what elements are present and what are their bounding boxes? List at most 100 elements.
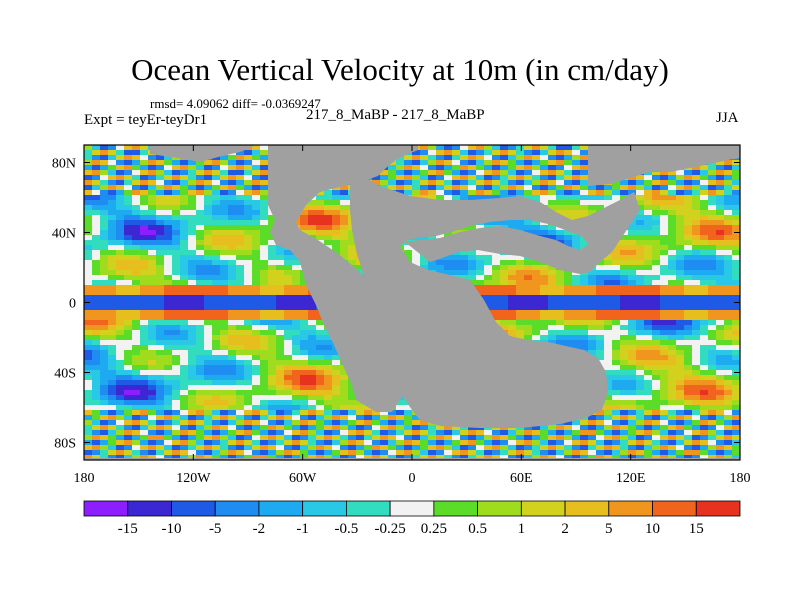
field-cell	[428, 185, 436, 190]
field-cell	[684, 295, 692, 300]
field-cell	[580, 180, 588, 185]
field-cell	[628, 360, 636, 365]
field-cell	[228, 330, 236, 335]
field-cell	[724, 435, 732, 440]
field-cell	[500, 280, 508, 285]
field-cell	[644, 280, 652, 285]
field-cell	[636, 225, 644, 230]
field-cell	[164, 390, 172, 395]
field-cell	[244, 250, 252, 255]
field-cell	[380, 445, 388, 450]
field-cell	[308, 435, 316, 440]
field-cell	[572, 290, 580, 295]
field-cell	[732, 330, 740, 335]
field-cell	[300, 220, 308, 225]
field-cell	[644, 295, 652, 300]
field-cell	[236, 300, 244, 305]
field-cell	[716, 295, 724, 300]
field-cell	[212, 365, 220, 370]
field-cell	[692, 170, 700, 175]
field-cell	[116, 270, 124, 275]
field-cell	[172, 215, 180, 220]
field-cell	[636, 250, 644, 255]
field-cell	[92, 185, 100, 190]
field-cell	[652, 400, 660, 405]
field-cell	[684, 250, 692, 255]
field-cell	[396, 185, 404, 190]
field-cell	[436, 175, 444, 180]
field-cell	[668, 385, 676, 390]
field-cell	[212, 405, 220, 410]
field-cell	[420, 160, 428, 165]
field-cell	[260, 330, 268, 335]
field-cell	[524, 265, 532, 270]
field-cell	[172, 285, 180, 290]
field-cell	[284, 420, 292, 425]
field-cell	[252, 220, 260, 225]
field-cell	[716, 420, 724, 425]
field-cell	[276, 355, 284, 360]
field-cell	[148, 275, 156, 280]
field-cell	[148, 280, 156, 285]
field-cell	[140, 150, 148, 155]
field-cell	[628, 425, 636, 430]
field-cell	[692, 410, 700, 415]
field-cell	[92, 385, 100, 390]
field-cell	[84, 325, 92, 330]
field-cell	[332, 355, 340, 360]
field-cell	[148, 155, 156, 160]
field-cell	[596, 275, 604, 280]
field-cell	[84, 445, 92, 450]
field-cell	[468, 165, 476, 170]
field-cell	[596, 430, 604, 435]
field-cell	[204, 210, 212, 215]
field-cell	[612, 270, 620, 275]
field-cell	[300, 330, 308, 335]
field-cell	[668, 300, 676, 305]
field-cell	[636, 240, 644, 245]
field-cell	[732, 295, 740, 300]
field-cell	[260, 295, 268, 300]
field-cell	[444, 260, 452, 265]
field-cell	[92, 210, 100, 215]
field-cell	[708, 410, 716, 415]
field-cell	[644, 185, 652, 190]
field-cell	[100, 400, 108, 405]
field-cell	[564, 300, 572, 305]
field-cell	[132, 185, 140, 190]
field-cell	[180, 385, 188, 390]
field-cell	[484, 275, 492, 280]
field-cell	[548, 150, 556, 155]
field-cell	[708, 435, 716, 440]
field-cell	[196, 160, 204, 165]
field-cell	[596, 345, 604, 350]
field-cell	[356, 410, 364, 415]
field-cell	[660, 380, 668, 385]
field-cell	[252, 225, 260, 230]
field-cell	[396, 180, 404, 185]
field-cell	[612, 435, 620, 440]
field-cell	[204, 180, 212, 185]
field-cell	[236, 250, 244, 255]
field-cell	[564, 235, 572, 240]
field-cell	[228, 375, 236, 380]
field-cell	[684, 235, 692, 240]
field-cell	[716, 415, 724, 420]
field-cell	[548, 180, 556, 185]
field-cell	[660, 270, 668, 275]
field-cell	[284, 295, 292, 300]
field-cell	[92, 325, 100, 330]
field-cell	[612, 190, 620, 195]
field-cell	[260, 320, 268, 325]
field-cell	[516, 150, 524, 155]
field-cell	[708, 350, 716, 355]
field-cell	[316, 400, 324, 405]
field-cell	[244, 285, 252, 290]
field-cell	[636, 215, 644, 220]
field-cell	[348, 455, 356, 460]
field-cell	[260, 195, 268, 200]
field-cell	[484, 440, 492, 445]
field-cell	[572, 335, 580, 340]
field-cell	[140, 220, 148, 225]
field-cell	[636, 175, 644, 180]
